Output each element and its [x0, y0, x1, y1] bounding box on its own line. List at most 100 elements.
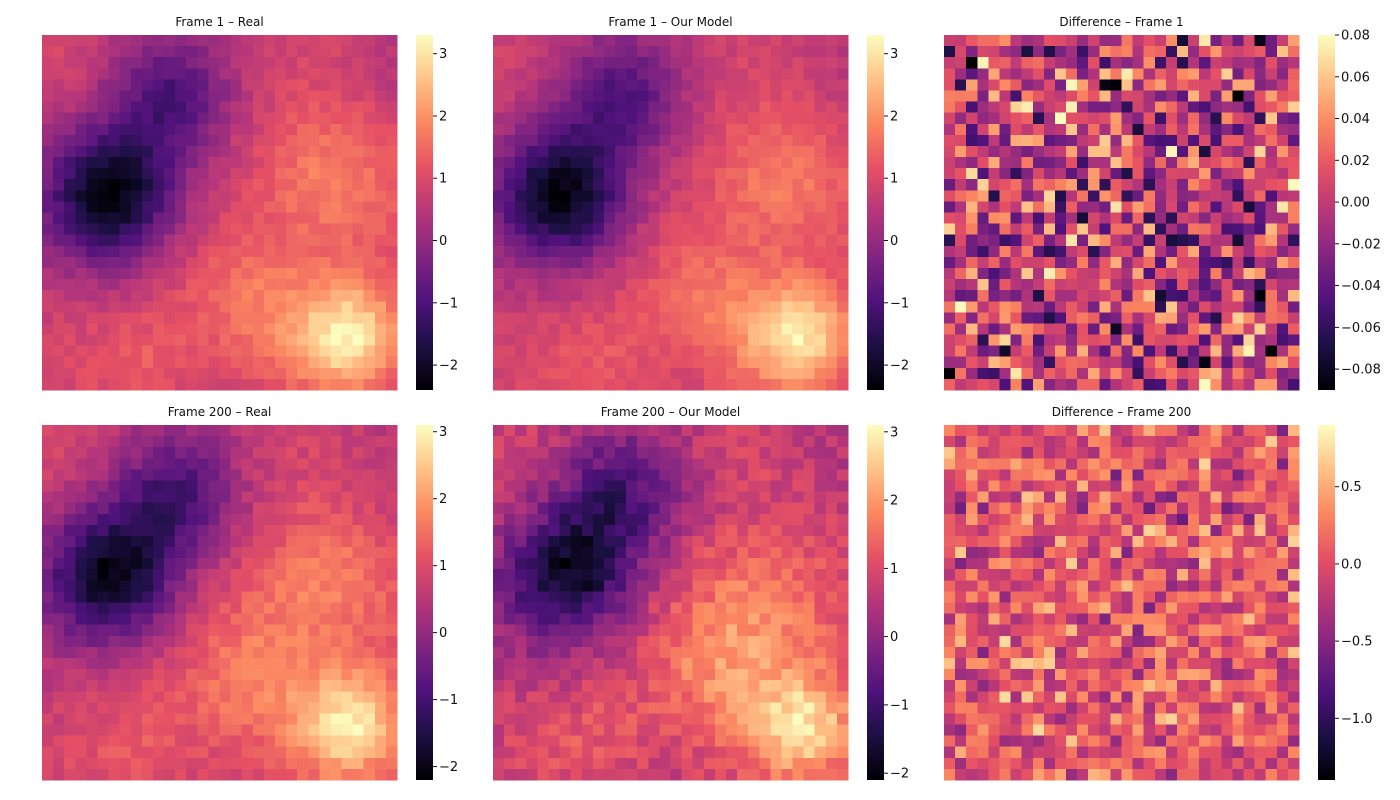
heatmap-cell	[308, 212, 320, 224]
heatmap-cell	[781, 312, 793, 324]
heatmap-cell	[252, 713, 265, 725]
heatmap-cell	[1110, 345, 1122, 358]
heatmap-cell	[197, 256, 209, 269]
heatmap-cell	[230, 502, 243, 515]
heatmap-cell	[648, 68, 660, 80]
heatmap-cell	[1143, 356, 1156, 369]
heatmap-cell	[1165, 290, 1178, 302]
heatmap-cell	[241, 123, 254, 136]
heatmap-cell	[836, 279, 849, 291]
heatmap-cell	[141, 190, 154, 202]
heatmap-cell	[1276, 79, 1289, 91]
heatmap-cell	[42, 157, 54, 169]
heatmap-cell	[286, 458, 298, 470]
heatmap-cell	[208, 768, 220, 781]
heatmap-cell	[75, 602, 87, 614]
heatmap-cell	[955, 312, 967, 324]
heatmap-cell	[1054, 312, 1067, 324]
heatmap-cell	[175, 646, 187, 659]
heatmap-cell	[1077, 134, 1089, 147]
heatmap-cell	[615, 267, 627, 280]
heatmap-cell	[319, 57, 331, 69]
heatmap-cell	[108, 223, 121, 236]
heatmap-cell	[988, 378, 1000, 391]
heatmap-cell	[493, 201, 505, 213]
heatmap-cell	[286, 35, 298, 47]
heatmap-cell	[977, 356, 989, 369]
heatmap-cell	[944, 356, 956, 369]
heatmap-cell	[64, 68, 76, 80]
heatmap-cell	[637, 602, 649, 614]
heatmap-cell	[341, 356, 354, 369]
heatmap-cell	[319, 469, 331, 481]
heatmap-cell	[792, 179, 805, 191]
heatmap-cell	[86, 245, 98, 258]
heatmap-cell	[1143, 367, 1156, 380]
heatmap-cell	[86, 323, 98, 335]
heatmap-cell	[770, 201, 782, 213]
heatmap-cell	[252, 145, 265, 158]
heatmap-cell	[537, 245, 549, 258]
heatmap-cell	[64, 312, 76, 324]
heatmap-cell	[792, 680, 805, 692]
heatmap-cell	[64, 356, 76, 369]
heatmap-cell	[1232, 190, 1244, 202]
heatmap-cell	[274, 502, 287, 515]
heatmap-cell	[263, 646, 276, 659]
heatmap-cell	[352, 735, 365, 748]
heatmap-cell	[164, 768, 176, 781]
heatmap-cell	[1154, 112, 1167, 125]
heatmap-cell	[836, 524, 849, 537]
heatmap-cell	[703, 290, 716, 302]
heatmap-cell	[230, 513, 243, 526]
heatmap-cell	[330, 334, 342, 347]
heatmap-cell	[53, 323, 65, 335]
heatmap-cell	[241, 168, 254, 180]
heatmap-cell	[803, 491, 816, 504]
heatmap-cell	[1176, 112, 1189, 125]
heatmap-cell	[64, 447, 76, 459]
heatmap-cell	[341, 535, 354, 548]
heatmap-cell	[1021, 356, 1034, 369]
heatmap-cell	[352, 757, 365, 770]
heatmap-cell	[208, 524, 220, 537]
heatmap-cell	[286, 602, 298, 614]
heatmap-cell	[1221, 123, 1233, 136]
heatmap-cell	[219, 680, 231, 692]
heatmap-cell	[1077, 179, 1089, 191]
heatmap-cell	[252, 646, 265, 659]
heatmap-cell	[1132, 301, 1145, 313]
heatmap-cell	[748, 447, 760, 459]
heatmap-cell	[1287, 223, 1300, 236]
heatmap-cell	[999, 256, 1011, 269]
heatmap-cell	[515, 35, 527, 47]
heatmap-cell	[703, 480, 716, 492]
heatmap-cell	[1232, 378, 1244, 391]
heatmap-cell	[977, 312, 989, 324]
heatmap-cell	[681, 234, 694, 247]
heatmap-cell	[175, 267, 187, 280]
heatmap-cell	[186, 580, 198, 592]
heatmap-cell	[670, 190, 682, 202]
heatmap-cell	[603, 569, 616, 581]
heatmap-cell	[955, 68, 967, 80]
heatmap-cell	[637, 569, 649, 581]
heatmap-cell	[692, 591, 705, 603]
heatmap-cell	[263, 290, 276, 302]
heatmap-cell	[1287, 79, 1300, 91]
heatmap-cell	[141, 179, 154, 191]
heatmap-cell	[966, 46, 978, 58]
heatmap-cell	[592, 201, 605, 213]
heatmap-cell	[53, 491, 65, 504]
heatmap-cell	[263, 558, 276, 570]
heatmap-cell	[319, 190, 331, 202]
heatmap-cell	[1287, 367, 1300, 380]
heatmap-cell	[130, 367, 143, 380]
heatmap-cell	[637, 580, 649, 592]
heatmap-cell	[737, 602, 749, 614]
heatmap-cell	[1243, 279, 1256, 291]
heatmap-cell	[603, 702, 616, 714]
heatmap-cell	[944, 35, 956, 47]
heatmap-cell	[559, 290, 572, 302]
